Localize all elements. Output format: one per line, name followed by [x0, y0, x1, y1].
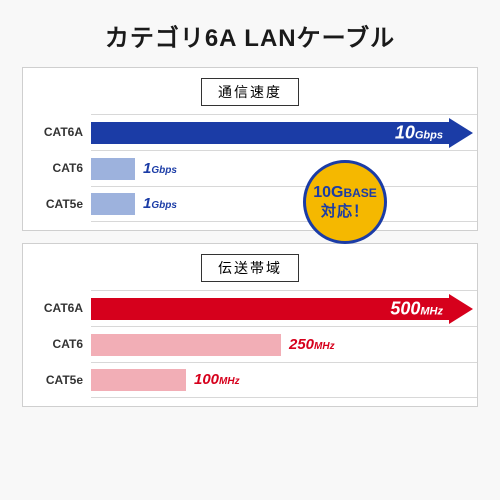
bar — [91, 334, 281, 356]
bar-row: CAT6A 10Gbps — [23, 114, 477, 150]
chart-title: 通信速度 — [201, 78, 299, 106]
arrowhead-icon — [449, 118, 473, 148]
row-label: CAT6 — [23, 161, 91, 175]
bar — [91, 369, 186, 391]
badge-line1: 10GBASE — [313, 184, 377, 202]
badge: 10GBASE対応！ — [303, 160, 387, 244]
bar-value: 100MHz — [194, 371, 240, 389]
row-label: CAT6 — [23, 337, 91, 351]
bar: 10Gbps — [91, 122, 449, 144]
bar-row: CAT5e 1Gbps — [23, 186, 477, 222]
bar-row: CAT6 1Gbps — [23, 150, 477, 186]
badge-line2: 対応！ — [321, 203, 369, 220]
bar-row: CAT6A 500MHz — [23, 290, 477, 326]
row-label: CAT6A — [23, 301, 91, 315]
bar-value: 500MHz — [390, 298, 443, 319]
chart-box: 通信速度 CAT6A 10Gbps CAT6 1Gbps CAT5e 1Gbps 10GBAS… — [22, 67, 478, 231]
bar-row: CAT6 250MHz — [23, 326, 477, 362]
chart-box: 伝送帯域 CAT6A 500MHz CAT6 250MHz CAT5e 100MHz — [22, 243, 478, 407]
row-label: CAT5e — [23, 373, 91, 387]
row-label: CAT6A — [23, 125, 91, 139]
bar-value: 1Gbps — [143, 195, 177, 213]
bar-value: 10Gbps — [395, 122, 443, 143]
arrowhead-icon — [449, 294, 473, 324]
bar — [91, 158, 135, 180]
row-label: CAT5e — [23, 197, 91, 211]
chart-title: 伝送帯域 — [201, 254, 299, 282]
bar: 500MHz — [91, 298, 449, 320]
page-title: カテゴリ6A LANケーブル — [22, 18, 478, 53]
bar-value: 250MHz — [289, 336, 335, 354]
bar-row: CAT5e 100MHz — [23, 362, 477, 398]
bar — [91, 193, 135, 215]
bar-value: 1Gbps — [143, 160, 177, 178]
